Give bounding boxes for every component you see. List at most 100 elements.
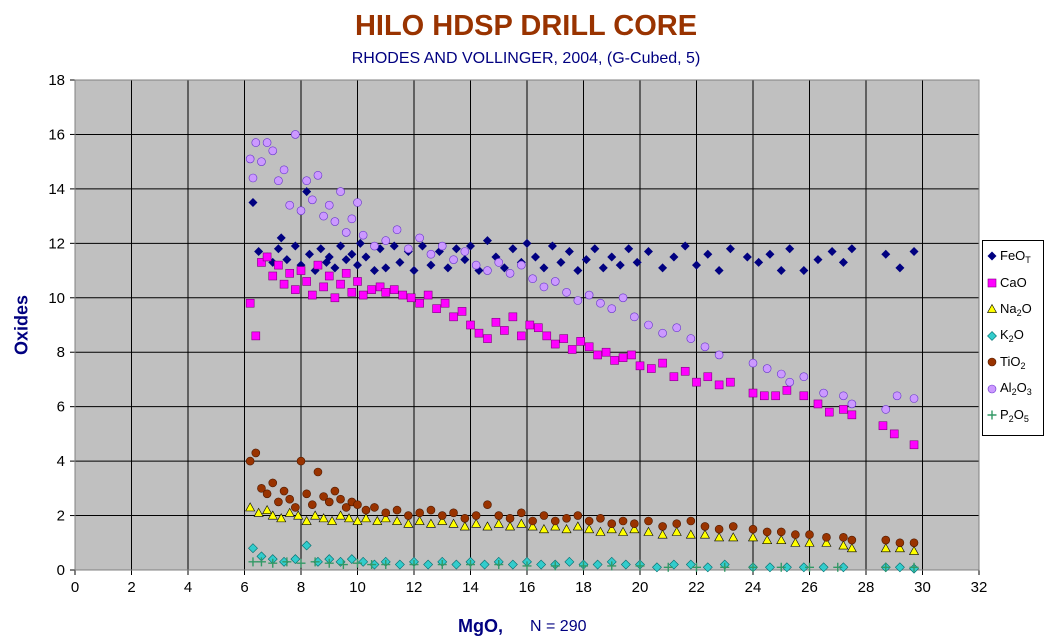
point-cao xyxy=(601,347,611,357)
point-cao xyxy=(347,288,357,297)
point-al2o3 xyxy=(358,230,368,240)
point-feot xyxy=(482,236,492,246)
legend-marker xyxy=(987,410,997,420)
point-cao xyxy=(341,268,351,278)
point-tio2 xyxy=(672,519,682,529)
point-al2o3 xyxy=(799,372,809,382)
point-al2o3 xyxy=(257,157,266,166)
point-cao xyxy=(466,320,475,330)
point-k2o xyxy=(620,559,631,570)
point-feot xyxy=(347,249,357,259)
point-tio2 xyxy=(302,489,311,499)
point-al2o3 xyxy=(381,236,391,245)
point-feot xyxy=(598,263,608,273)
point-feot xyxy=(624,244,634,254)
point-feot xyxy=(765,249,775,259)
point-k2o xyxy=(818,562,829,573)
point-feot xyxy=(564,247,574,256)
point-feot xyxy=(615,260,625,270)
point-na2o xyxy=(821,537,832,547)
point-na2o xyxy=(643,526,654,536)
point-feot xyxy=(799,266,809,276)
point-cao xyxy=(483,334,492,343)
point-cao xyxy=(839,405,848,414)
legend-marker xyxy=(987,357,997,367)
point-cao xyxy=(658,358,667,368)
legend-item-na2o: Na2O xyxy=(986,299,1032,319)
point-na2o xyxy=(471,518,482,528)
point-feot xyxy=(590,244,600,254)
point-al2o3 xyxy=(471,260,481,270)
point-cao xyxy=(302,277,311,286)
point-al2o3 xyxy=(839,391,848,401)
point-na2o xyxy=(425,518,436,528)
point-na2o xyxy=(403,518,414,528)
legend: FeOT CaO Na2O K2O TiO2 Al2O3 P2O5 xyxy=(982,240,1044,436)
point-na2o xyxy=(482,521,493,531)
point-al2o3 xyxy=(245,154,255,164)
point-na2o xyxy=(267,510,278,520)
point-k2o xyxy=(451,559,462,570)
point-feot xyxy=(754,257,764,267)
point-tio2 xyxy=(644,516,653,526)
legend-item-feot: FeOT xyxy=(986,246,1031,266)
point-na2o xyxy=(293,510,304,520)
y-tick-label: 6 xyxy=(57,399,65,416)
point-na2o xyxy=(776,534,787,544)
x-tick-label: 28 xyxy=(858,579,875,596)
point-p2o5 xyxy=(494,560,504,570)
point-al2o3 xyxy=(437,241,447,251)
point-tio2 xyxy=(714,524,724,534)
series-cao xyxy=(245,252,919,450)
point-k2o xyxy=(765,562,775,573)
point-k2o xyxy=(564,556,575,567)
point-na2o xyxy=(392,515,403,525)
point-cao xyxy=(576,337,585,346)
legend-label: TiO2 xyxy=(1000,353,1026,371)
point-na2o xyxy=(310,510,321,520)
point-cao xyxy=(824,407,834,417)
point-feot xyxy=(302,187,312,197)
point-al2o3 xyxy=(658,328,667,338)
tick-labels: 0 2 4 6 8 10 12 14 16 18 20 22 24 26 28 30 3202468101214… xyxy=(48,72,987,596)
point-na2o xyxy=(527,521,538,531)
point-na2o xyxy=(245,502,256,512)
point-tio2 xyxy=(895,538,905,548)
point-cao xyxy=(813,399,823,409)
point-tio2 xyxy=(437,511,447,520)
legend-label: K2O xyxy=(1000,327,1024,344)
point-na2o xyxy=(414,515,425,525)
y-tick-label: 16 xyxy=(48,126,65,143)
point-cao xyxy=(533,323,543,333)
point-cao xyxy=(714,380,724,390)
point-p2o5 xyxy=(338,560,348,570)
point-feot xyxy=(316,244,326,254)
point-cao xyxy=(500,326,509,335)
point-al2o3 xyxy=(460,247,470,256)
point-al2o3 xyxy=(285,200,295,210)
point-p2o5 xyxy=(663,562,673,572)
point-p2o5 xyxy=(833,562,843,572)
point-tio2 xyxy=(392,505,402,515)
point-cao xyxy=(313,260,323,270)
point-cao xyxy=(593,350,602,360)
point-al2o3 xyxy=(251,138,261,147)
x-tick-label: 24 xyxy=(745,579,762,596)
point-feot xyxy=(556,257,566,267)
legend-marker xyxy=(987,330,997,341)
point-cao xyxy=(336,279,345,289)
point-feot xyxy=(881,249,891,259)
point-tio2 xyxy=(550,516,560,526)
point-cao xyxy=(296,266,306,275)
point-na2o xyxy=(352,515,363,525)
y-tick-label: 0 xyxy=(57,562,65,579)
x-tick-label: 20 xyxy=(632,579,649,596)
point-k2o xyxy=(536,559,547,570)
point-feot xyxy=(290,241,300,251)
point-al2o3 xyxy=(296,206,306,215)
point-tio2 xyxy=(776,527,786,537)
point-na2o xyxy=(437,515,448,525)
point-tio2 xyxy=(319,492,328,501)
point-feot xyxy=(909,247,919,256)
point-tio2 xyxy=(353,500,362,509)
